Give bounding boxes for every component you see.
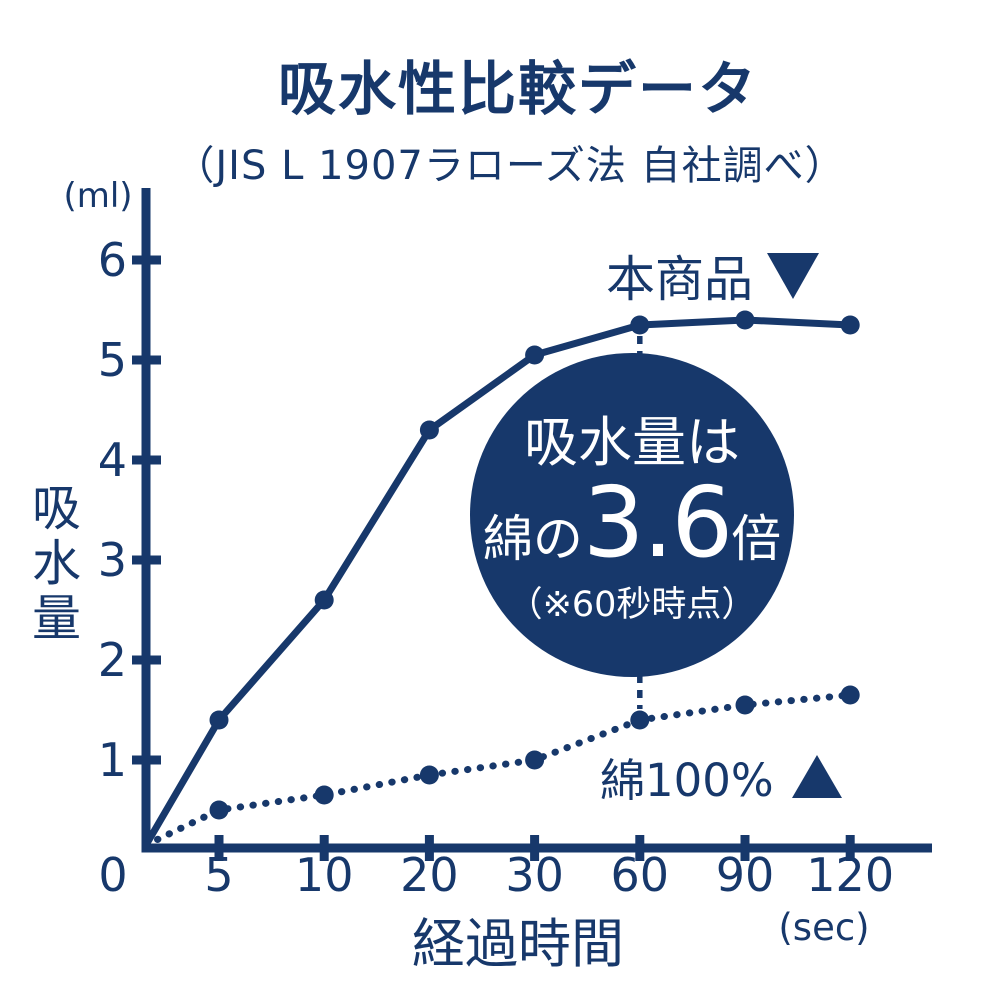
series-product-point — [419, 420, 439, 440]
series-product-point — [525, 345, 545, 365]
up-triangle-icon — [791, 755, 842, 798]
series-cotton-point — [735, 695, 755, 715]
series-cotton-point — [840, 685, 860, 705]
down-triangle-icon — [767, 252, 820, 299]
series-product-point — [314, 590, 334, 610]
series-product-point — [209, 710, 229, 730]
x-tick-label: 5 — [204, 848, 233, 902]
y-tick-label: 2 — [98, 633, 127, 687]
annotation-line1: 吸水量は — [524, 411, 740, 474]
series-product-point — [840, 315, 860, 335]
x-tick-label: 90 — [716, 848, 775, 902]
series-cotton-point — [525, 750, 545, 770]
chart-subtitle: （JIS L 1907ラローズ法 自社調べ） — [174, 143, 846, 189]
y-tick-label: 3 — [98, 533, 127, 587]
series-product-line — [142, 316, 851, 847]
legend-cotton-label: 綿100% — [600, 754, 774, 807]
series-cotton-point — [419, 765, 439, 785]
x-tick-label: 20 — [400, 848, 459, 902]
x-axis-unit: (sec) — [778, 906, 870, 949]
series-cotton-line — [142, 691, 854, 849]
x-tick-label: 120 — [806, 848, 894, 902]
annotation-line2-prefix: 綿の — [482, 509, 583, 568]
series-cotton-point — [630, 710, 650, 730]
series-product-point — [630, 315, 650, 335]
legend-product-label: 本商品 — [606, 251, 754, 308]
annotation-line3: （※60秒時点） — [507, 584, 757, 625]
y-tick-label: 5 — [98, 333, 127, 387]
series-product-point — [735, 310, 755, 330]
x-tick-label: 10 — [295, 848, 354, 902]
annotation-line2: 綿の 3.6 倍 — [482, 465, 782, 579]
annotation-bubble: 吸水量は 綿の 3.6 倍 （※60秒時点） — [470, 353, 794, 677]
legend-cotton: 綿100% — [600, 744, 842, 809]
x-tick-label: 0 — [98, 848, 127, 902]
y-axis-unit: (ml) — [63, 176, 133, 216]
annotation-ratio-value: 3.6 — [582, 465, 733, 579]
x-axis-title: 経過時間 — [412, 914, 624, 975]
annotation-line2-suffix: 倍 — [731, 509, 782, 568]
y-tick-label: 4 — [98, 433, 127, 487]
y-tick-label: 6 — [98, 233, 127, 287]
y-axis-title: 吸水量 — [24, 482, 81, 647]
x-tick-label: 30 — [505, 848, 564, 902]
legend-product: 本商品 — [606, 240, 820, 311]
series-cotton-point — [314, 785, 334, 805]
y-tick-label: 1 — [98, 733, 127, 787]
x-tick-label: 60 — [611, 848, 670, 902]
series-cotton-point — [209, 800, 229, 820]
chart-title: 吸水性比較データ — [277, 55, 758, 123]
